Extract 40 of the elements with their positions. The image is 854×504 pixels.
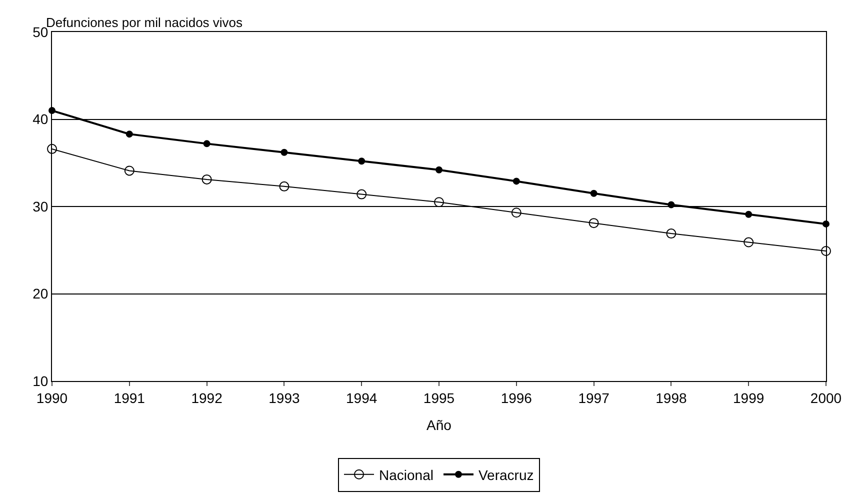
point <box>356 189 367 200</box>
legend-label: Veracruz <box>478 466 534 483</box>
point <box>745 210 752 218</box>
x-tick-label: 1999 <box>733 390 764 406</box>
legend-label: Nacional <box>379 466 434 483</box>
y-tick-label: 50 <box>32 24 48 40</box>
x-tick-label: 1993 <box>268 390 300 406</box>
y-tick-label: 10 <box>32 372 48 389</box>
point <box>434 197 444 208</box>
point <box>512 178 520 185</box>
y-tick-label: 40 <box>32 111 48 128</box>
point <box>202 174 212 184</box>
point <box>511 208 522 218</box>
x-tick-label: 2000 <box>810 390 842 406</box>
x-tick-label: 1991 <box>114 390 146 406</box>
point <box>124 166 134 176</box>
x-axis-title: Año <box>426 417 452 434</box>
point <box>436 166 442 174</box>
x-tick-label: 1990 <box>36 390 68 406</box>
point <box>666 228 676 239</box>
x-tick-label: 1996 <box>500 390 532 406</box>
y-tick-label: 30 <box>32 198 48 214</box>
point <box>279 181 290 192</box>
point <box>47 144 57 154</box>
point <box>588 218 599 228</box>
x-tick-label: 1994 <box>346 390 378 406</box>
point <box>280 148 288 156</box>
x-tick-label: 1995 <box>423 390 455 406</box>
y-axis-title: Defunciones por mil nacidos vivos <box>46 15 244 30</box>
x-tick-label: 1992 <box>191 390 223 406</box>
point <box>358 158 366 165</box>
point <box>744 237 754 248</box>
point <box>590 190 598 197</box>
y-tick-label: 20 <box>32 286 48 302</box>
point <box>203 140 210 148</box>
x-tick-label: 1998 <box>656 390 687 406</box>
point <box>821 246 831 256</box>
x-tick-label: 1997 <box>578 390 610 406</box>
point <box>668 201 675 208</box>
point <box>126 130 133 138</box>
